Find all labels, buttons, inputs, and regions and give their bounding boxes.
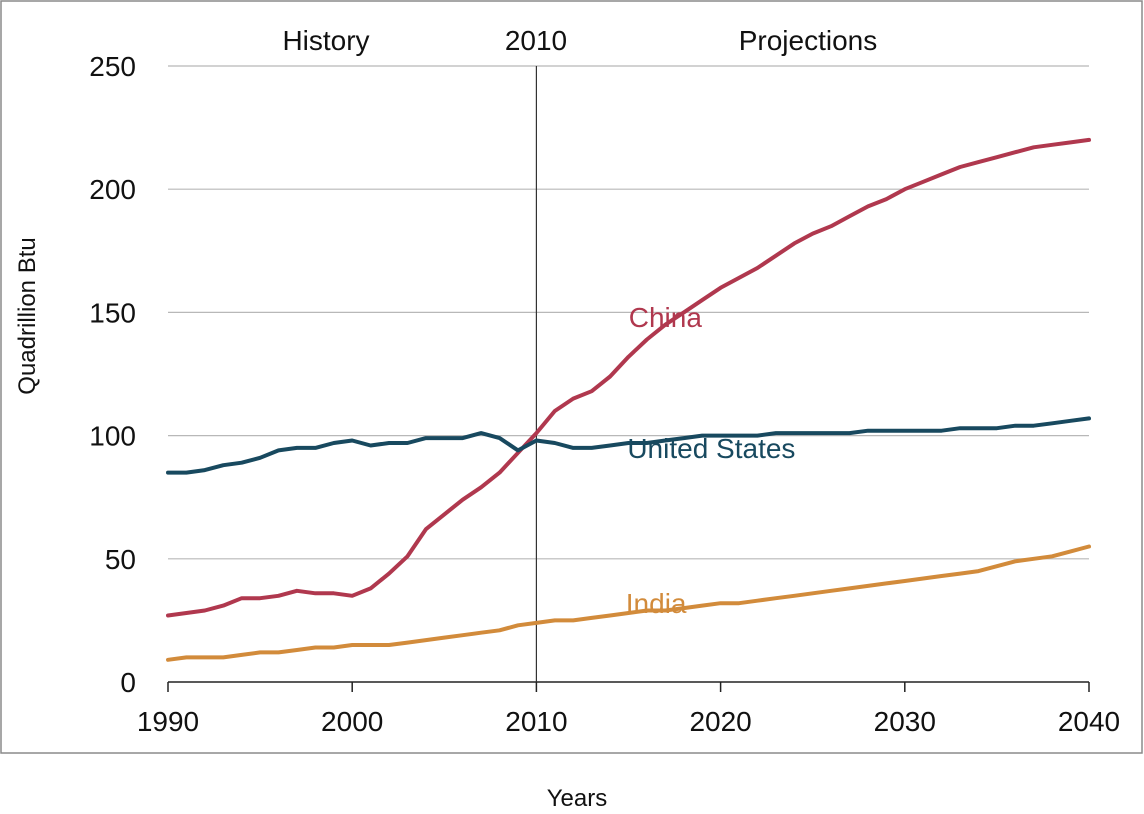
- y-axis-title: Quadrillion Btu: [14, 237, 41, 394]
- y-tick-label: 0: [120, 667, 136, 698]
- axes: [167, 66, 1090, 692]
- x-axis-title: Years: [547, 785, 608, 812]
- y-tick-label: 150: [89, 297, 136, 328]
- series-line-india: [166, 544, 1091, 662]
- y-tick-label: 250: [89, 51, 136, 82]
- divider-year-annotation: 2010: [505, 25, 567, 56]
- history-annotation: History: [282, 25, 369, 56]
- series-label-china: China: [629, 302, 703, 333]
- x-tick-label: 2020: [689, 706, 751, 737]
- y-tick-label: 200: [89, 174, 136, 205]
- gridlines: [168, 65, 1089, 560]
- x-tick-label: 2000: [321, 706, 383, 737]
- x-tick-label: 2010: [505, 706, 567, 737]
- y-tick-label: 50: [105, 544, 136, 575]
- y-tick-label: 100: [89, 421, 136, 452]
- projections-annotation: Projections: [739, 25, 878, 56]
- tick-labels: 0 50 100 150 200 250 1990 2000 2010 2020 2030 2040: [89, 51, 1120, 737]
- chart-frame: [0, 0, 1143, 754]
- x-tick-label: 2040: [1058, 706, 1120, 737]
- series-label-united-states: United States: [627, 433, 795, 464]
- series-line-china: [166, 137, 1091, 618]
- x-tick-label: 1990: [137, 706, 199, 737]
- x-tick-label: 2030: [874, 706, 936, 737]
- series-line-united-states: [166, 416, 1091, 475]
- series-label-india: India: [626, 588, 687, 619]
- series-lines: [166, 137, 1091, 662]
- series-labels: China United States India: [626, 302, 796, 619]
